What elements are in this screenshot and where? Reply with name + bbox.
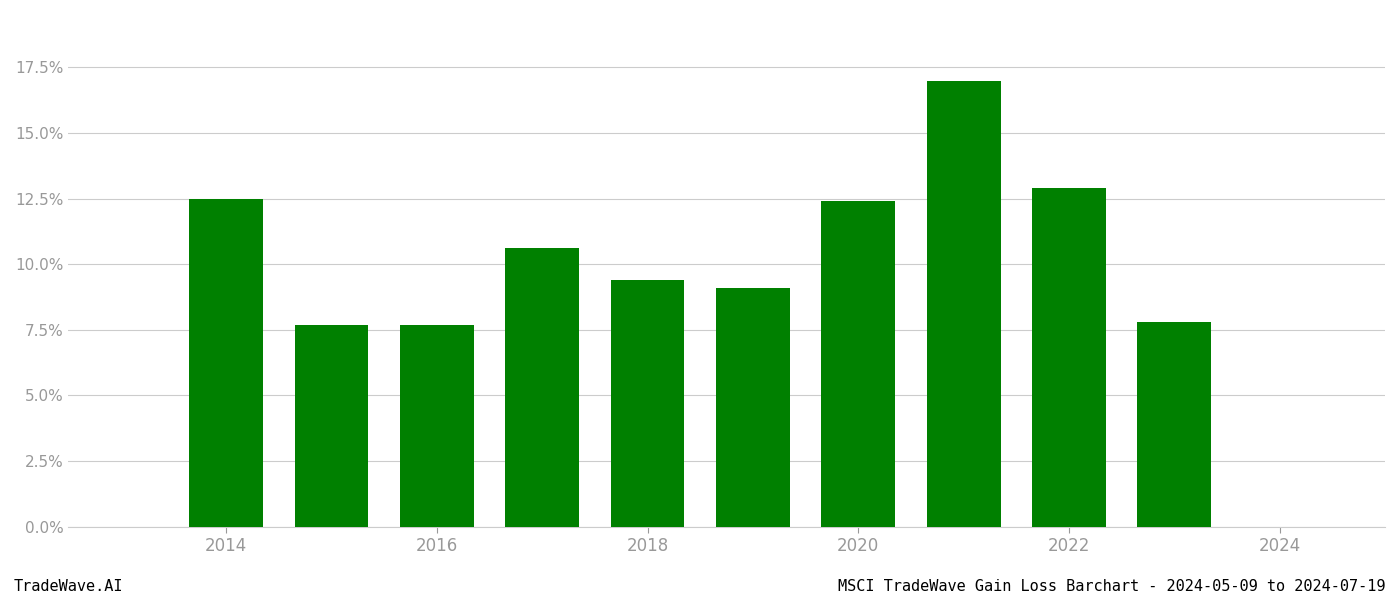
Bar bbox=[1137, 322, 1211, 527]
Text: MSCI TradeWave Gain Loss Barchart - 2024-05-09 to 2024-07-19: MSCI TradeWave Gain Loss Barchart - 2024… bbox=[839, 579, 1386, 594]
Bar bbox=[400, 325, 473, 527]
Bar bbox=[927, 80, 1001, 527]
Bar bbox=[189, 199, 263, 527]
Bar bbox=[1032, 188, 1106, 527]
Bar bbox=[505, 248, 580, 527]
Bar bbox=[822, 201, 895, 527]
Text: TradeWave.AI: TradeWave.AI bbox=[14, 579, 123, 594]
Bar bbox=[295, 325, 368, 527]
Bar bbox=[610, 280, 685, 527]
Bar bbox=[715, 288, 790, 527]
